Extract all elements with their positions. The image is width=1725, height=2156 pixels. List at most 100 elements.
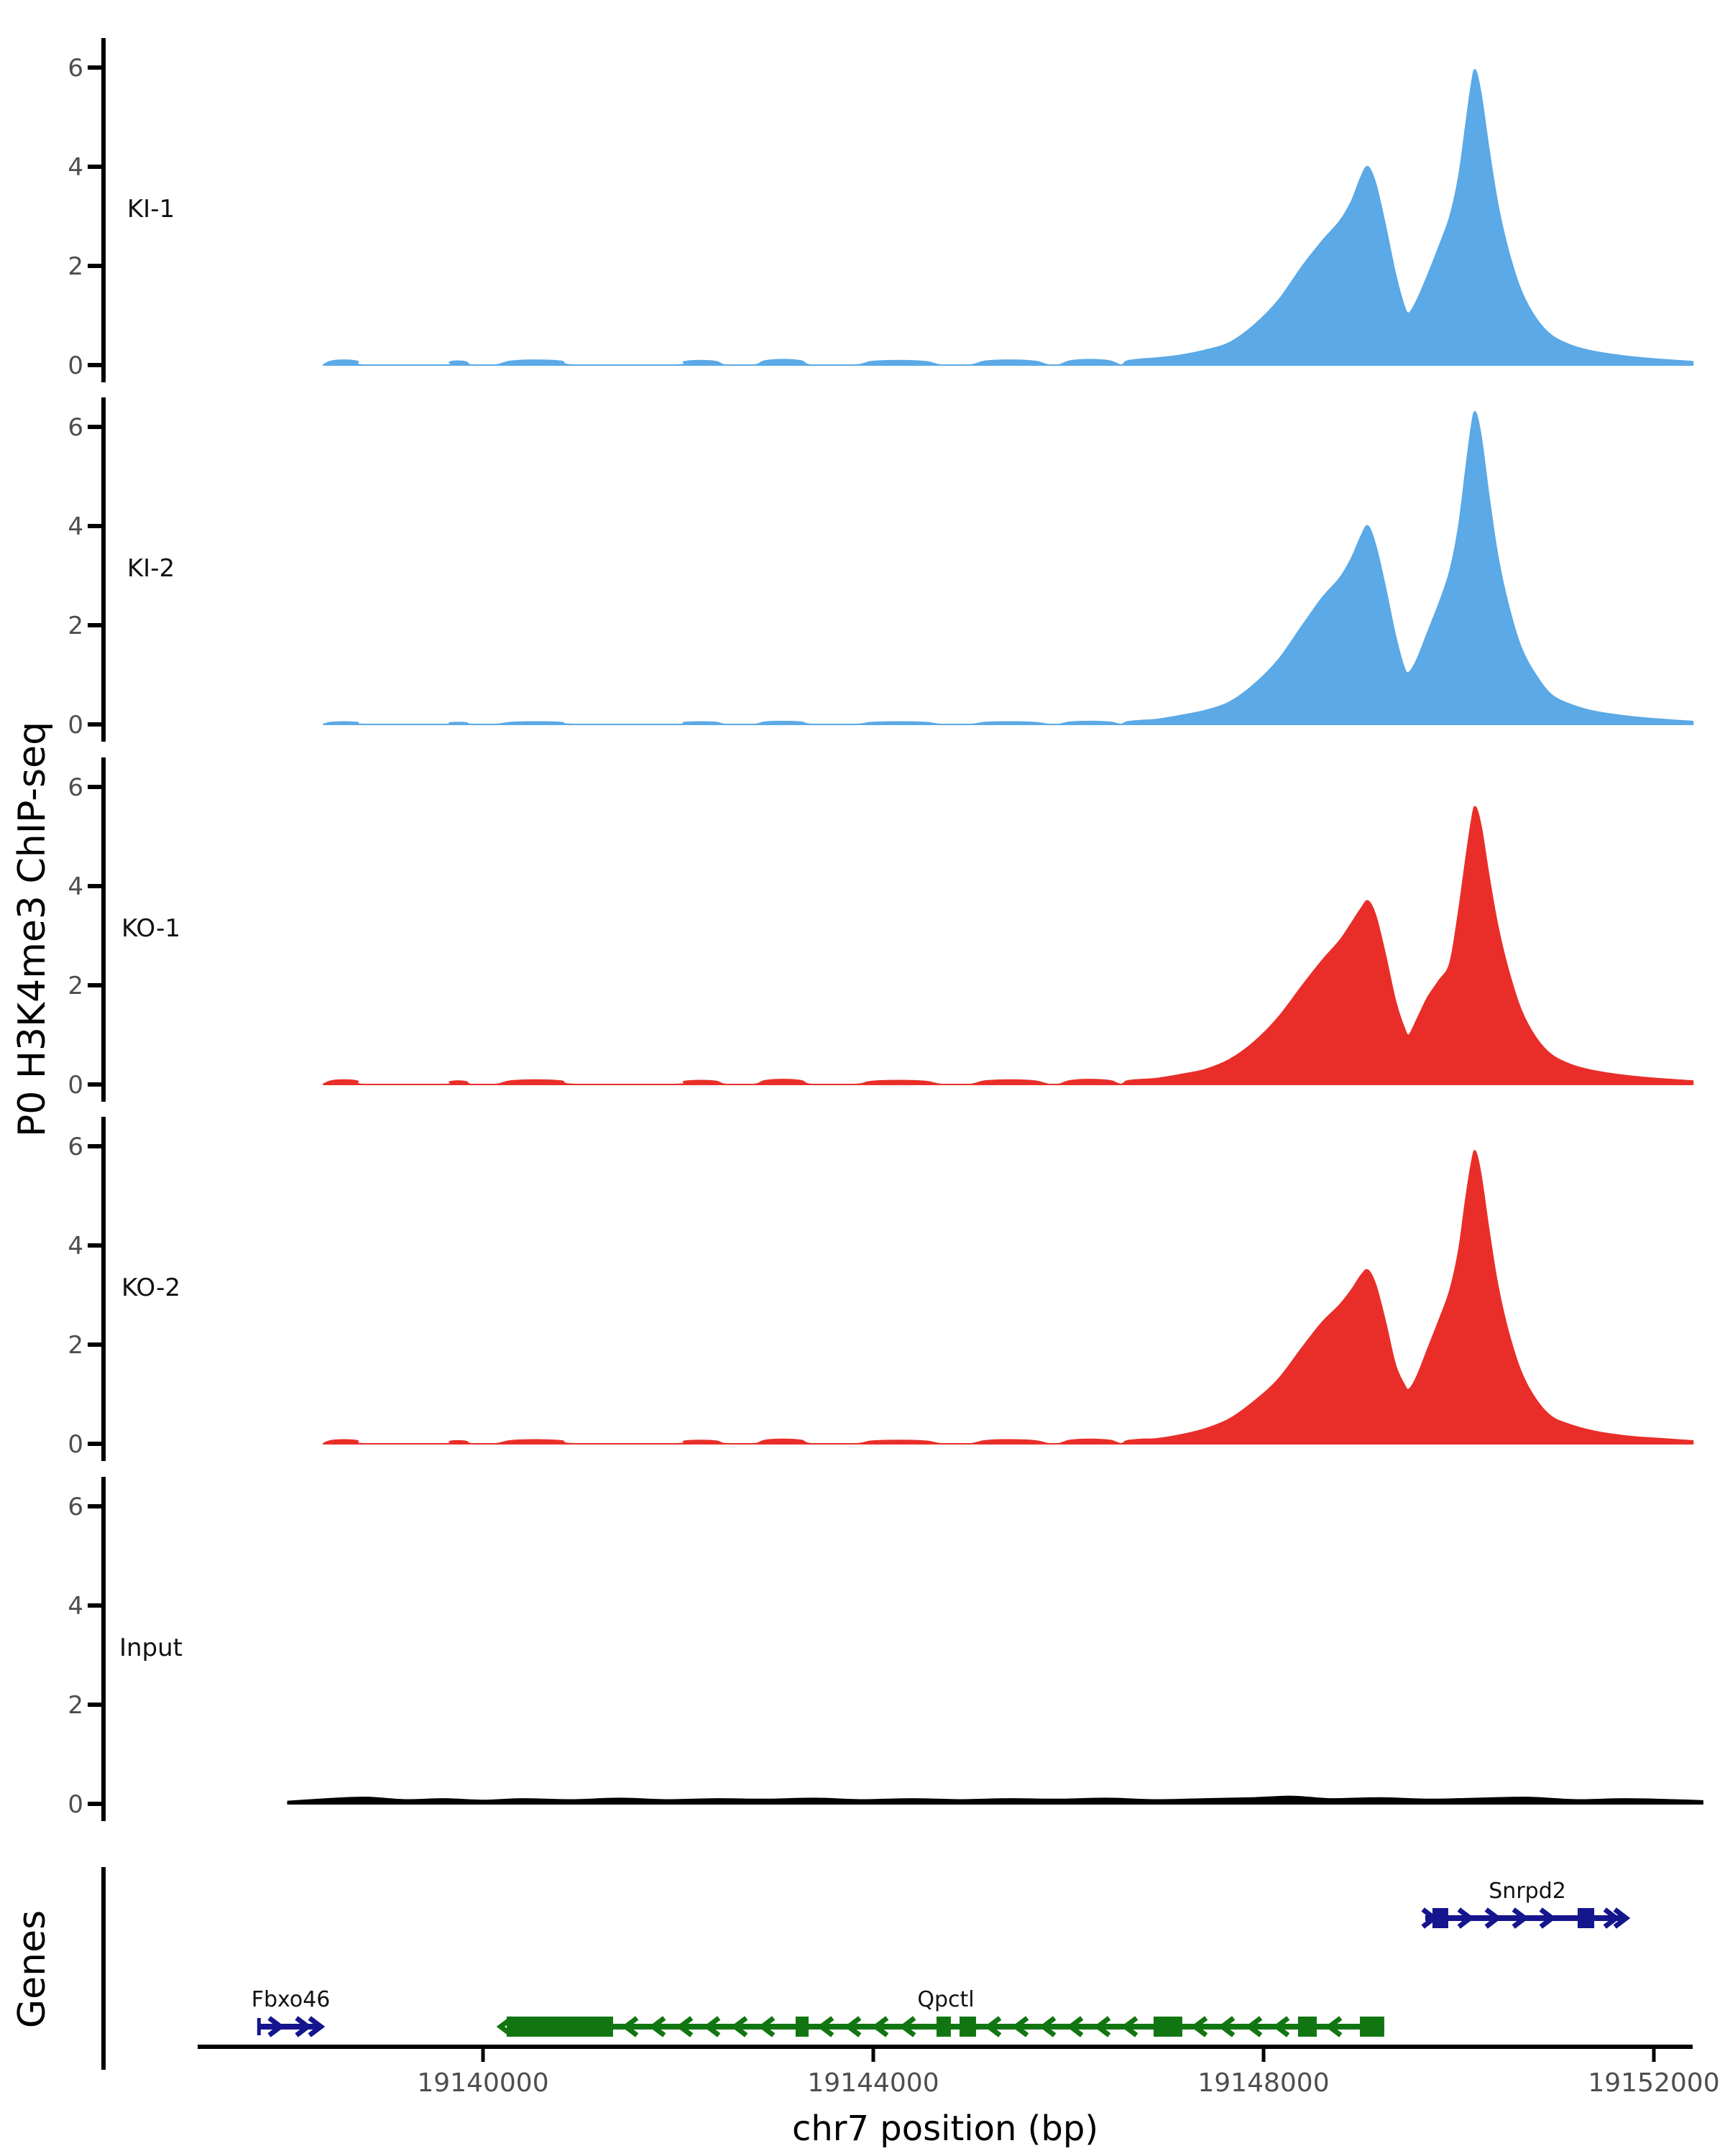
strand-chevron-icon: [844, 2016, 862, 2037]
y-tick-mark: [88, 65, 101, 70]
y-tick-label: 4: [68, 153, 83, 182]
gene-start-arrow-icon: [1421, 1907, 1439, 1929]
gene-exon: [936, 2017, 951, 2037]
y-tick-mark: [88, 1603, 101, 1608]
strand-chevron-icon: [1218, 2016, 1236, 2037]
y-tick-label: 2: [68, 612, 83, 640]
gene-terminal-arrow-icon: [496, 2016, 514, 2037]
x-axis-title: chr7 position (bp): [792, 2109, 1098, 2149]
track-label-KO-1: KO-1: [121, 914, 180, 943]
signal-area-KI-2: [323, 410, 1694, 726]
track-KI-1: 0 2 4 6 KI-1: [68, 38, 1694, 382]
gene-exon: [1432, 1908, 1448, 1928]
y-tick-mark: [88, 363, 101, 367]
track-Input: 0 2 4 6 Input: [68, 1477, 1703, 1821]
strand-chevron-icon: [871, 2016, 889, 2037]
strand-chevron-icon: [984, 2016, 1002, 2037]
y-tick-label: 6: [68, 54, 83, 83]
y-axis-spine: [101, 757, 106, 1102]
x-axis-line: [198, 2045, 1693, 2049]
track-label-KI-2: KI-2: [127, 554, 175, 583]
y-tick-label: 0: [68, 351, 83, 380]
x-tick-mark: [1652, 2049, 1656, 2062]
x-tick-mark: [1261, 2049, 1266, 2062]
y-tick-mark: [88, 264, 101, 268]
y-tick-label: 6: [68, 413, 83, 442]
y-tick-label: 2: [68, 252, 83, 281]
strand-chevron-icon: [1539, 1907, 1557, 1929]
x-tick-mark: [871, 2049, 875, 2062]
genes-layer: Fbxo46 Qpctl Snrpd2: [101, 1867, 1631, 2070]
strand-chevron-icon: [1066, 2016, 1084, 2037]
strand-chevron-icon: [1121, 2016, 1138, 2037]
strand-chevron-icon: [1093, 2016, 1111, 2037]
gene-label-Fbxo46: Fbxo46: [252, 1987, 331, 2012]
track-label-KI-1: KI-1: [127, 195, 175, 224]
strand-chevron-icon: [1011, 2016, 1029, 2037]
strand-chevron-icon: [621, 2016, 639, 2037]
strand-chevron-icon: [1245, 2016, 1263, 2037]
gene-terminal-arrow-icon: [1613, 1907, 1631, 1929]
y-tick-mark: [88, 1802, 101, 1806]
gene-Snrpd2: Snrpd2: [1421, 1879, 1631, 1929]
y-tick-mark: [88, 722, 101, 727]
y-tick-mark: [88, 1504, 101, 1508]
y-tick-mark: [88, 1243, 101, 1248]
genes-axis-spine: [101, 1867, 106, 2070]
y-axis-spine: [101, 1117, 106, 1461]
strand-chevron-icon: [1603, 1907, 1621, 1929]
gene-exon: [795, 2017, 809, 2037]
y-tick-label: 0: [68, 1430, 83, 1459]
signal-tracks-layer: 0 2 4 6 KI-1 0 2 4 6 KI-2 0 2 4 6 KO-1 0 2 4 6 KO-2 0 2 4 6 Inpu…: [68, 38, 1703, 1821]
x-tick-label: 19152000: [1588, 2068, 1719, 2098]
y-tick-mark: [88, 983, 101, 987]
strand-chevron-icon: [703, 2016, 721, 2037]
signal-area-KO-2: [322, 1150, 1694, 1445]
y-tick-mark: [88, 165, 101, 169]
gene-Qpctl: Qpctl: [496, 1987, 1384, 2037]
strand-chevron-icon: [295, 2016, 313, 2037]
gene-exon: [1154, 2017, 1182, 2037]
y-axis-title: P0 H3K4me3 ChIP-seq: [11, 722, 54, 1137]
signal-area-KI-1: [322, 69, 1694, 367]
y-tick-mark: [88, 1342, 101, 1347]
y-tick-mark: [88, 524, 101, 528]
gene-start-bar: [257, 2018, 261, 2035]
strand-chevron-icon: [898, 2016, 916, 2037]
y-tick-label: 0: [68, 1071, 83, 1100]
y-tick-label: 6: [68, 1493, 83, 1521]
strand-chevron-icon: [267, 2016, 285, 2037]
y-tick-mark: [88, 884, 101, 888]
strand-chevron-icon: [730, 2016, 748, 2037]
x-tick-label: 19140000: [417, 2068, 548, 2098]
strand-chevron-icon: [816, 2016, 834, 2037]
gene-exon: [506, 2017, 613, 2037]
y-tick-mark: [88, 623, 101, 627]
y-tick-label: 2: [68, 1331, 83, 1360]
signal-area-Input: [287, 1795, 1703, 1805]
x-axis-layer: 19140000 19144000 19148000 19152000: [198, 2045, 1720, 2098]
x-tick-label: 19144000: [807, 2068, 939, 2098]
gene-exon: [1577, 1908, 1595, 1928]
gene-terminal-arrow-icon: [308, 2016, 326, 2037]
strand-chevron-icon: [1484, 1907, 1502, 1929]
strand-chevron-icon: [1039, 2016, 1057, 2037]
y-tick-mark: [88, 1442, 101, 1446]
track-KO-2: 0 2 4 6 KO-2: [68, 1117, 1694, 1461]
y-tick-label: 4: [68, 872, 83, 901]
gene-exon: [960, 2017, 976, 2037]
y-axis-spine: [101, 397, 106, 742]
gene-Fbxo46: Fbxo46: [252, 1987, 331, 2037]
y-tick-mark: [88, 1144, 101, 1148]
strand-chevron-icon: [1190, 2016, 1208, 2037]
gene-label-Snrpd2: Snrpd2: [1489, 1879, 1566, 1904]
y-tick-label: 0: [68, 711, 83, 740]
gene-exon: [1359, 2017, 1384, 2037]
gene-exon: [1297, 2017, 1317, 2037]
y-tick-label: 2: [68, 1691, 83, 1720]
y-tick-label: 4: [68, 512, 83, 541]
y-tick-mark: [88, 425, 101, 429]
y-tick-mark: [88, 1703, 101, 1707]
